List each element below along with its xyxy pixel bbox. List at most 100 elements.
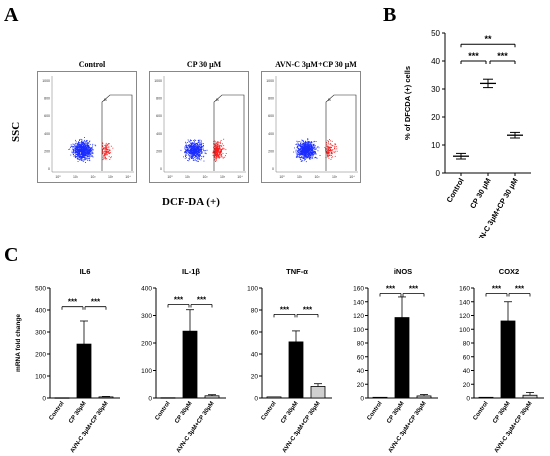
flow-y-tick: 600	[156, 114, 162, 118]
tnfa-y-tick-label: 60	[251, 330, 259, 337]
il6-x-tick-label: AVN-C 3μM+CP 30μM	[70, 401, 110, 454]
inos-y-tick-label: 100	[353, 327, 364, 334]
flow-y-tick: 1000	[42, 79, 50, 83]
il6-sig-label: ***	[91, 298, 101, 307]
flow-y-tick: 0	[160, 167, 162, 171]
cox2-y-tick-label: 60	[463, 354, 471, 361]
cox2-bar	[500, 320, 516, 399]
flow-y-tick: 600	[44, 114, 50, 118]
il1b-sig-label: ***	[197, 296, 207, 305]
cox2-title: COX2	[499, 267, 519, 276]
flow-events	[293, 138, 338, 163]
il1b-y-tick-label: 0	[148, 396, 152, 403]
tnfa-y-tick-label: 0	[254, 396, 258, 403]
cox2-chart: COX2 0 20 40 60 80 100 120 140 160 Control CP 30μMA…	[459, 267, 544, 454]
il1b-title: IL-1β	[182, 267, 200, 276]
flow-gate-label: B	[328, 97, 331, 102]
dfcda-y-tick-label: 20	[431, 113, 440, 122]
cox2-y-tick-label: 0	[466, 396, 470, 403]
il1b-y-tick-label: 400	[141, 286, 152, 293]
flow-x-tick: 10³	[108, 175, 114, 179]
inos-bar	[416, 395, 432, 399]
il1b-x-tick-label: CP 30μM	[174, 401, 193, 425]
flow-y-tick: 400	[268, 132, 274, 136]
cox2-sig-label: ***	[515, 285, 525, 294]
panel-label-a: A	[4, 4, 19, 26]
il1b-y-tick-label: 100	[141, 368, 152, 375]
flow-x-axis-label: DCF-DA (+)	[162, 196, 220, 208]
flow-gate	[213, 94, 245, 171]
dfcda-sig-label: ***	[497, 51, 508, 61]
dfcda-y-tick-label: 40	[431, 57, 440, 66]
tnfa-x-tick-label: Control	[260, 400, 277, 421]
inos-sig-label: ***	[409, 285, 419, 294]
flow-events	[180, 138, 227, 162]
flow-y-tick: 800	[44, 97, 50, 101]
tnfa-title: TNF-α	[286, 267, 308, 276]
flow-x-tick: 10³	[332, 175, 338, 179]
il6-y-tick-label: 100	[35, 374, 46, 381]
cox2-y-tick-label: 40	[463, 368, 471, 375]
cox2-y-tick-label: 20	[463, 382, 471, 389]
flow-y-axis-label: SSC	[10, 121, 22, 142]
inos-bar	[372, 396, 388, 399]
dfcda-sig-label: **	[484, 34, 492, 44]
inos-y-tick-label: 0	[360, 396, 364, 403]
flow-gate-label: B	[104, 97, 107, 102]
inos-y-tick-label: 20	[357, 382, 365, 389]
flow-plot-control: 1000 800 600 400 200 0 10⁰ 10¹ 10² 10³ 10⁴ B	[37, 71, 137, 183]
dfcda-sig-label: ***	[468, 51, 479, 61]
flow-gate-label: B	[216, 97, 219, 102]
il6-y-tick-label: 400	[35, 308, 46, 315]
flow-x-tick: 10⁰	[55, 175, 61, 179]
flow-x-tick: 10³	[220, 175, 226, 179]
inos-chart: iNOS 0 20 40 60 80 100 120 140 160 Control CP 30μMA…	[353, 267, 438, 454]
il1b-y-tick-label: 200	[141, 341, 152, 348]
cox2-bar	[478, 396, 494, 399]
flow-y-tick: 400	[156, 132, 162, 136]
inos-sig-label: ***	[386, 285, 396, 294]
il6-title: IL6	[80, 267, 91, 276]
flow-y-tick: 200	[268, 149, 274, 153]
il6-sig-label: ***	[68, 298, 78, 307]
inos-y-tick-label: 120	[353, 313, 364, 320]
inos-y-tick-label: 160	[353, 286, 364, 293]
tnfa-bar	[288, 341, 304, 399]
tnfa-bar	[266, 396, 282, 399]
cox2-bar	[522, 394, 538, 399]
il6-y-axis-label: mRNA fold change	[15, 314, 22, 372]
il6-y-tick-label: 200	[35, 352, 46, 359]
flow-x-tick: 10²	[90, 175, 96, 179]
flow-title-cp: CP 30 μM	[186, 60, 222, 69]
flow-y-tick: 1000	[266, 79, 274, 83]
flow-scatter-cp: 1000 800 600 400 200 0 10⁰ 10¹ 10² 10³ 10⁴ B	[154, 76, 246, 179]
flow-y-tick: 1000	[154, 79, 162, 83]
flow-y-tick: 0	[48, 167, 50, 171]
cox2-sig-label: ***	[492, 285, 502, 294]
dfcda-x-tick-label: Control	[445, 177, 466, 205]
cox2-y-tick-label: 160	[459, 286, 470, 293]
flow-x-tick: 10⁰	[167, 175, 173, 179]
tnfa-x-tick-label: AVN-C 3μM+CP 30μM	[282, 401, 322, 454]
flow-plot-cp: 1000 800 600 400 200 0 10⁰ 10¹ 10² 10³ 10⁴ B	[149, 71, 249, 183]
tnfa-sig-label: ***	[303, 305, 313, 314]
flow-events	[68, 137, 114, 163]
flow-gate	[101, 94, 133, 171]
flow-y-tick: 200	[44, 149, 50, 153]
flow-scatter-control: 1000 800 600 400 200 0 10⁰ 10¹ 10² 10³ 10⁴ B	[42, 76, 134, 179]
il6-y-tick-label: 300	[35, 330, 46, 337]
il6-y-tick-label: 0	[42, 396, 46, 403]
inos-x-tick-label: CP 30μM	[386, 401, 405, 425]
flow-title-avn: AVN-C 3μM+CP 30 μM	[275, 60, 357, 69]
tnfa-y-tick-label: 80	[251, 308, 259, 315]
il1b-bar	[160, 397, 176, 399]
cox2-x-tick-label: AVN-C 3μM+CP 30μM	[494, 401, 534, 454]
inos-y-tick-label: 40	[357, 368, 365, 375]
panel-label-c: C	[4, 244, 19, 266]
cox2-x-tick-label: Control	[472, 400, 489, 421]
flow-x-tick: 10¹	[297, 175, 303, 179]
flow-x-tick: 10⁴	[237, 175, 243, 179]
flow-y-tick: 200	[156, 149, 162, 153]
